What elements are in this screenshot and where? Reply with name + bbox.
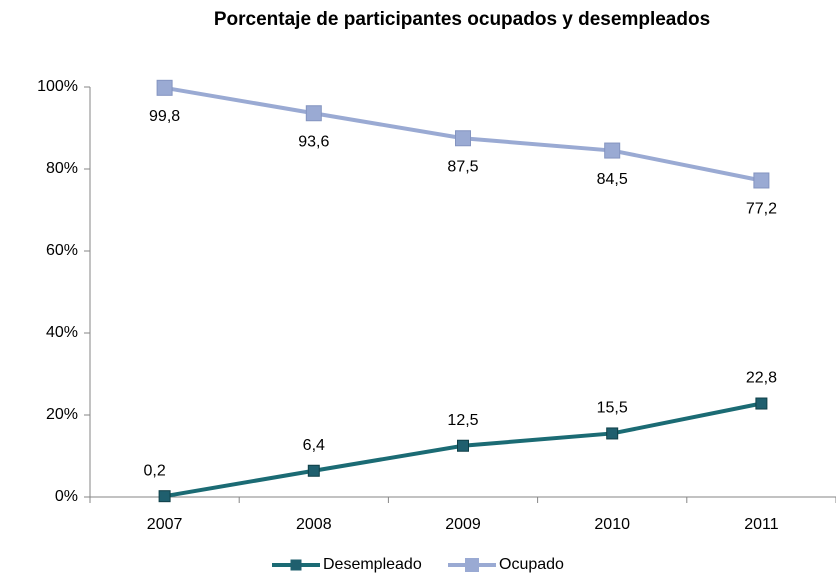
data-label: 87,5 xyxy=(447,158,478,175)
marker xyxy=(158,490,171,503)
data-label: 93,6 xyxy=(298,133,329,150)
y-tick-label: 80% xyxy=(46,160,78,177)
marker xyxy=(457,439,469,452)
data-label: 84,5 xyxy=(597,171,628,188)
x-tick-label: 2011 xyxy=(744,516,779,533)
legend-marker xyxy=(465,558,479,572)
marker xyxy=(307,464,320,477)
chart-title: Porcentaje de participantes ocupados y d… xyxy=(214,9,710,30)
y-tick-label: 100% xyxy=(37,78,78,95)
data-label: 6,4 xyxy=(303,437,325,454)
data-label: 0,2 xyxy=(143,462,165,479)
marker xyxy=(305,105,322,122)
x-tick-label: 2009 xyxy=(445,516,481,533)
legend-label: Desempleado xyxy=(323,556,422,573)
x-tick-label: 2010 xyxy=(594,516,630,533)
marker xyxy=(455,130,471,147)
marker xyxy=(604,142,621,159)
marker xyxy=(755,397,768,410)
data-label: 77,2 xyxy=(746,201,777,218)
legend-label: Ocupado xyxy=(499,556,564,573)
legend-marker xyxy=(290,559,302,571)
y-tick-label: 60% xyxy=(46,242,78,259)
data-label: 99,8 xyxy=(149,108,180,125)
y-tick-label: 40% xyxy=(46,324,78,341)
x-tick-label: 2007 xyxy=(147,516,183,533)
data-label: 12,5 xyxy=(447,412,478,429)
x-tick-label: 2008 xyxy=(296,516,332,533)
y-tick-label: 0% xyxy=(55,488,78,505)
data-label: 15,5 xyxy=(597,400,628,417)
y-tick-label: 20% xyxy=(46,406,78,423)
marker xyxy=(606,427,619,440)
data-label: 22,8 xyxy=(746,370,777,387)
marker xyxy=(753,172,770,189)
marker xyxy=(156,79,173,96)
